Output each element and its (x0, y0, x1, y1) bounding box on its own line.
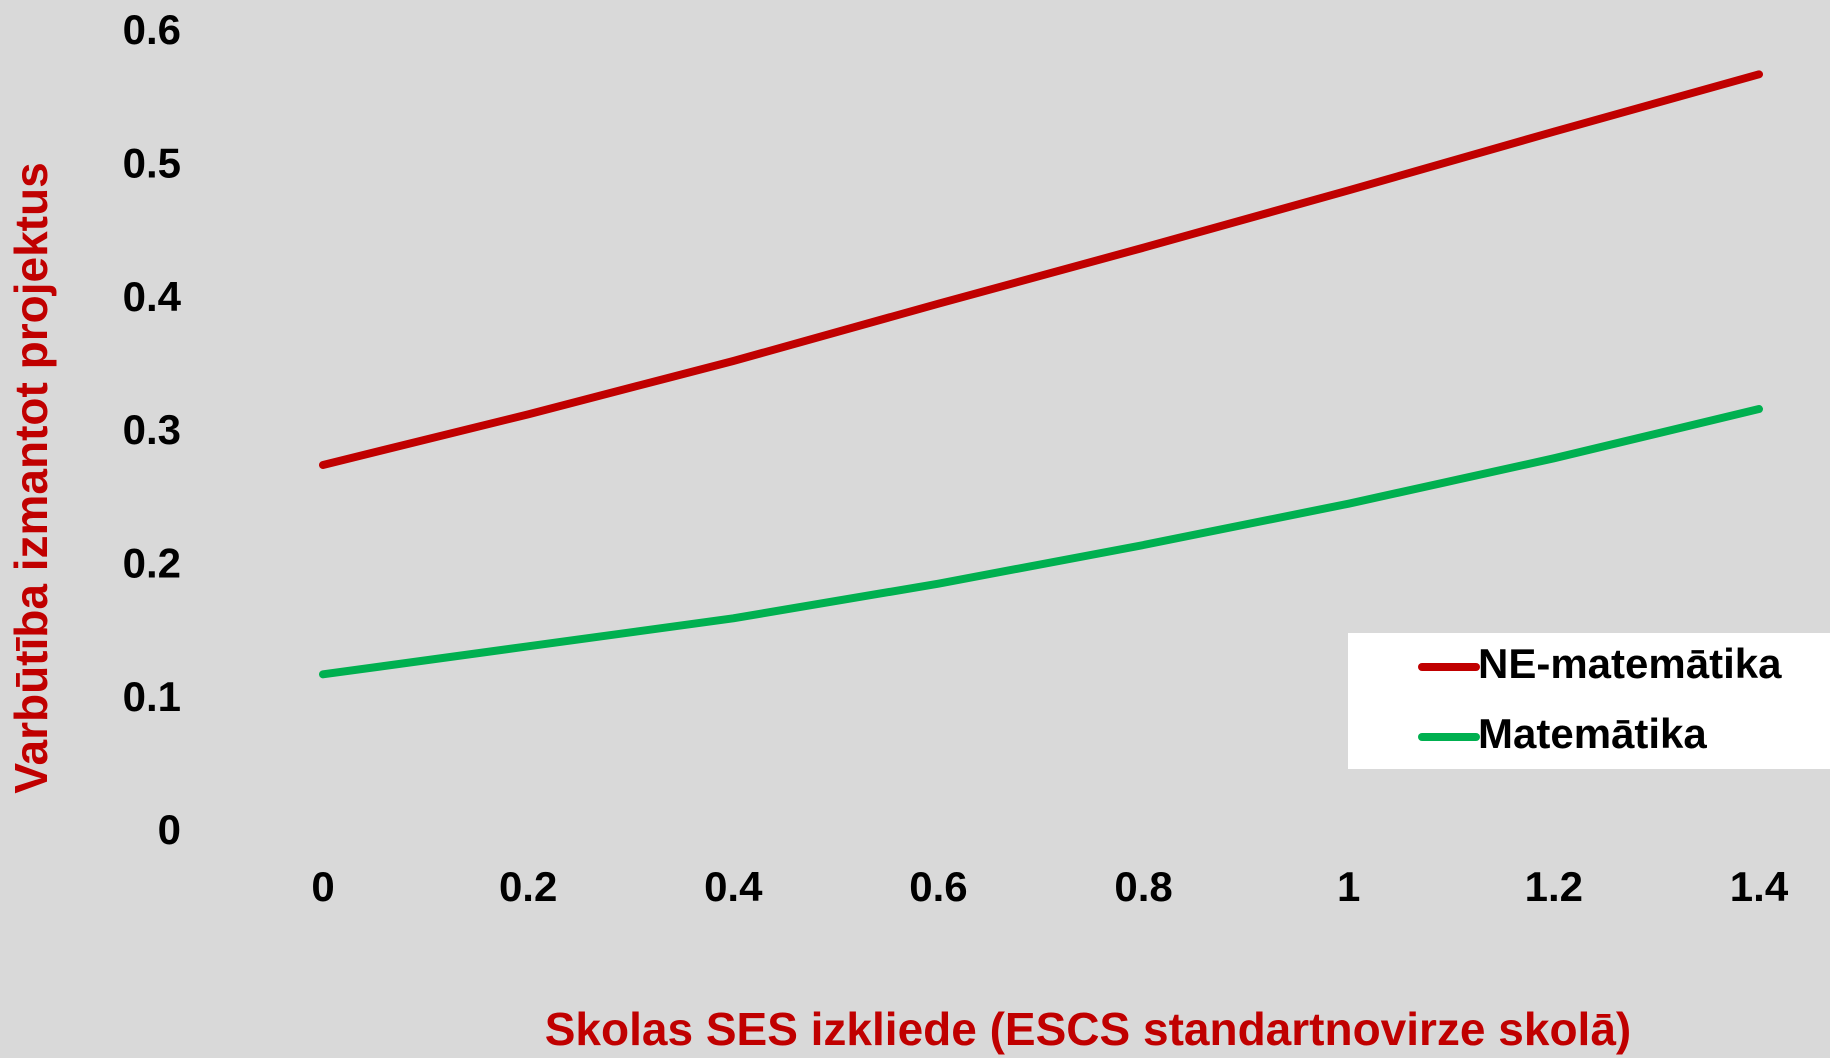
x-tick-label: 1 (1337, 863, 1360, 910)
x-tick-label: 0.4 (704, 863, 763, 910)
legend-box (1348, 633, 1830, 769)
x-axis-title: Skolas SES izkliede (ESCS standartnovirz… (545, 1003, 1632, 1055)
x-tick-label: 0.6 (909, 863, 967, 910)
y-tick-label: 0 (158, 806, 181, 853)
x-tick-label: 0 (311, 863, 334, 910)
y-tick-label: 0.2 (123, 539, 181, 586)
x-tick-label: 0.8 (1114, 863, 1172, 910)
x-tick-label: 1.2 (1525, 863, 1583, 910)
line-series (319, 405, 1763, 679)
y-tick-label: 0.6 (123, 6, 181, 53)
y-tick-label: 0.5 (123, 139, 181, 186)
y-axis-title: Varbūtība izmantot projektus (5, 162, 57, 793)
y-tick-label: 0.1 (123, 673, 181, 720)
y-tick-label: 0.3 (123, 406, 181, 453)
legend-label: NE-matemātika (1478, 640, 1782, 687)
y-tick-label: 0.4 (123, 273, 182, 320)
x-tick-label: 1.4 (1730, 863, 1789, 910)
line-series (319, 70, 1763, 469)
x-tick-label: 0.2 (499, 863, 557, 910)
legend-label: Matemātika (1478, 710, 1707, 757)
